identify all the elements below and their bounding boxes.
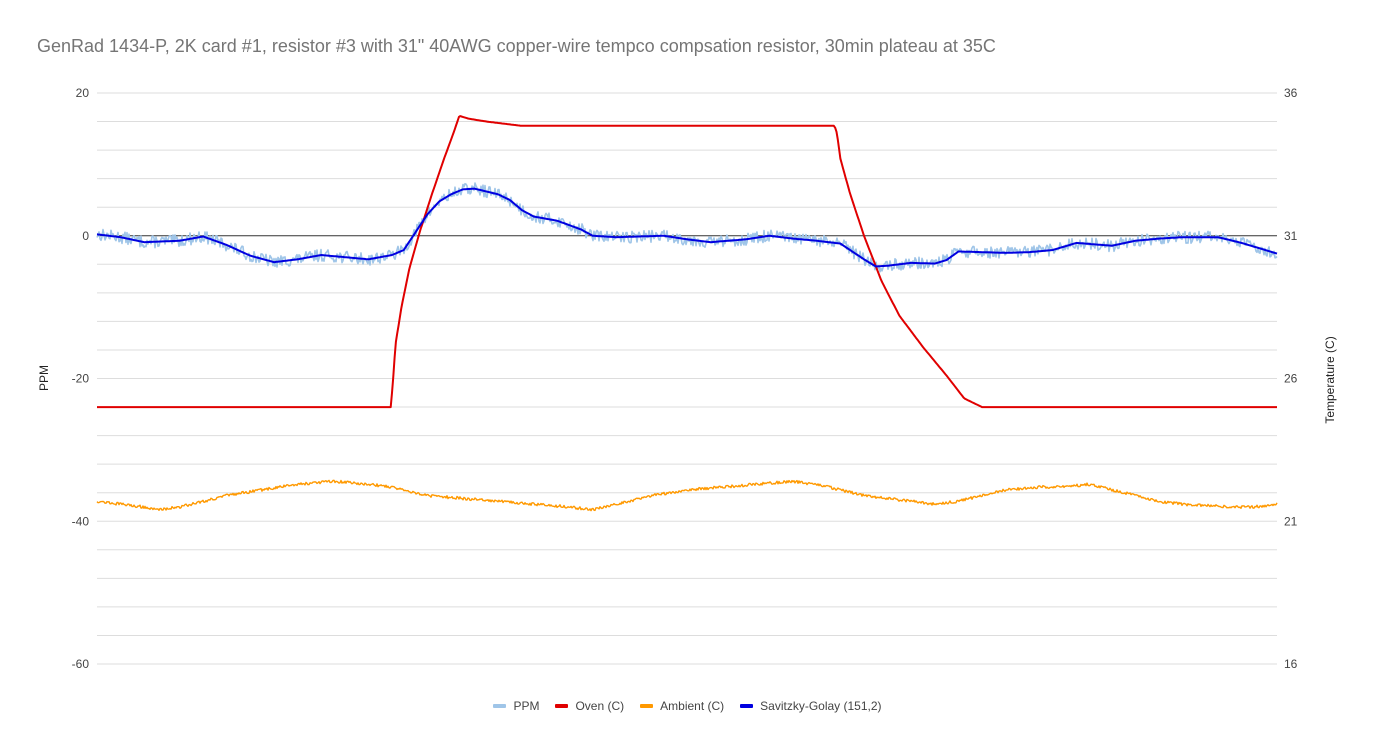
y-axis-title: PPM xyxy=(37,365,51,391)
series-line-savitzky-golay-151-2 xyxy=(96,187,1278,268)
series-line-ppm xyxy=(96,182,1278,273)
y-tick-label: -20 xyxy=(72,372,90,386)
series-line-ambient-c xyxy=(96,479,1278,512)
legend-item-ambient-c[interactable]: Ambient (C) xyxy=(640,699,724,713)
legend-label: Ambient (C) xyxy=(660,699,725,713)
series-line-oven-c xyxy=(97,115,1277,409)
legend-label: Oven (C) xyxy=(575,699,625,713)
legend: PPM Oven (C) Ambient (C) Savitzky-Golay (15… xyxy=(0,697,1375,713)
y-tick-label: 20 xyxy=(76,86,90,100)
y-tick-label: -40 xyxy=(72,514,90,528)
chart-title: GenRad 1434-P, 2K card #1, resistor #3 w… xyxy=(37,36,996,56)
y-tick-label: 0 xyxy=(82,229,89,243)
legend-item-oven-c[interactable]: Oven (C) xyxy=(555,699,624,713)
legend-swatch xyxy=(640,704,654,708)
y2-axis-title: Temperature (C) xyxy=(1323,336,1337,423)
y2-tick-label: 16 xyxy=(1284,657,1298,671)
gridlines xyxy=(97,92,1277,665)
y2-tick-label: 31 xyxy=(1284,229,1298,243)
legend-label: Savitzky-Golay (151,2) xyxy=(760,699,882,713)
legend-item-ppm[interactable]: PPM xyxy=(493,699,539,713)
legend-item-savitzky-golay-151-2[interactable]: Savitzky-Golay (151,2) xyxy=(740,699,882,713)
y2-tick-label: 36 xyxy=(1284,86,1298,100)
tick-labels: 20 0 -20 -40 -60 36 31 26 21 16 xyxy=(72,86,1298,671)
legend-label: PPM xyxy=(513,699,540,713)
y-tick-label: -60 xyxy=(72,657,90,671)
legend-swatch xyxy=(493,704,507,708)
legend-swatch xyxy=(555,704,569,708)
y2-tick-label: 26 xyxy=(1284,372,1298,386)
series-group xyxy=(96,115,1278,512)
legend-swatch xyxy=(740,704,754,708)
y2-tick-label: 21 xyxy=(1284,514,1298,528)
